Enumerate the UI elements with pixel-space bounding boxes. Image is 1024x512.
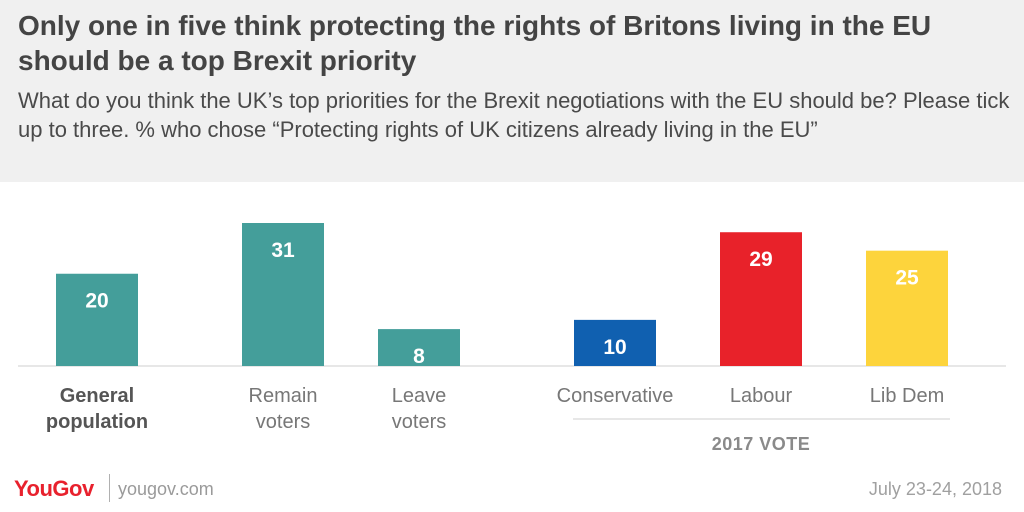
bar-chart: 20 General population 31 Remain voters 8 Leave v… [18,223,1006,454]
category-label: Labour [730,385,793,407]
footer-date: July 23-24, 2018 [868,479,1002,499]
category-label: voters [256,411,310,433]
data-label: 20 [85,290,108,313]
category-label: voters [392,411,446,433]
bar [242,223,324,366]
category-label: General [60,385,134,407]
category-label: Remain [249,385,318,407]
bar [378,329,460,366]
bar [720,232,802,366]
category-label: Conservative [557,385,674,407]
category-label: Leave [392,385,447,407]
data-label: 8 [413,345,425,368]
data-label: 25 [895,267,919,290]
category-label: Lib Dem [870,385,944,407]
data-label: 29 [749,248,772,271]
data-label: 31 [271,239,295,262]
yougov-logo: YouGov [14,476,94,501]
chart-subtitle: What do you think the UK’s top prioritie… [18,88,1010,142]
category-label: population [46,411,148,433]
footer-site: yougov.com [118,479,214,499]
chart-title: Only one in five think protecting the ri… [18,10,932,76]
bar [574,319,656,366]
group-label: 2017 VOTE [712,434,811,454]
data-label: 10 [603,336,626,359]
footer-divider [109,474,110,502]
bar [56,273,138,366]
bar [866,250,948,366]
header: Only one in five think protecting the ri… [0,0,1024,182]
